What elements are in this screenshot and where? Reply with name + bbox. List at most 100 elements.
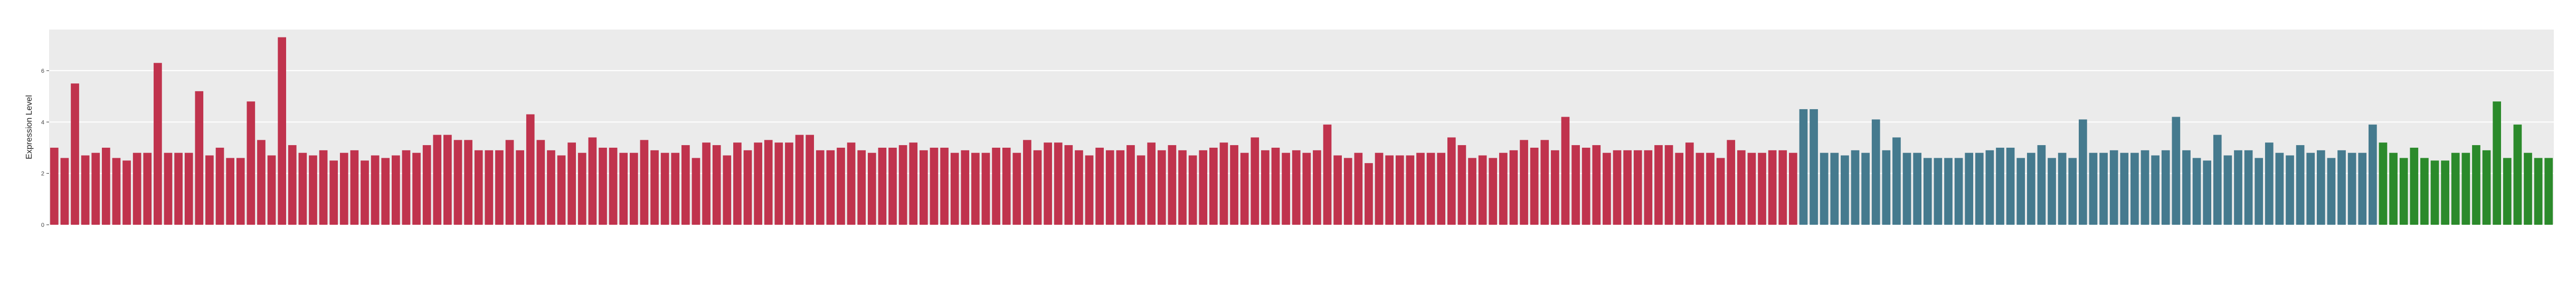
bar <box>1747 152 1756 225</box>
bar <box>1520 140 1528 225</box>
bar <box>474 150 483 225</box>
bar <box>101 147 110 225</box>
bar <box>60 158 69 225</box>
bar <box>112 158 121 225</box>
bar <box>2223 155 2232 225</box>
bar <box>660 152 669 225</box>
bar <box>2244 150 2253 225</box>
bar <box>154 63 162 225</box>
bar <box>764 140 773 225</box>
bar <box>2151 155 2160 225</box>
y-tick-label: 4 <box>41 119 44 126</box>
bar <box>837 147 845 225</box>
bar <box>1168 145 1177 225</box>
bar <box>174 152 183 225</box>
bar <box>795 135 804 225</box>
bar <box>2337 150 2346 225</box>
bar <box>723 155 732 225</box>
bar <box>195 91 204 225</box>
bar <box>1126 145 1135 225</box>
bar <box>1095 147 1104 225</box>
bar <box>1985 150 1994 225</box>
bar <box>298 152 307 225</box>
bar <box>2399 158 2408 225</box>
y-tick-label: 2 <box>41 171 44 177</box>
bar <box>857 150 866 225</box>
bar <box>1302 152 1311 225</box>
bar <box>464 140 472 225</box>
bar <box>1426 152 1435 225</box>
bar <box>1406 155 1415 225</box>
bar <box>1810 109 1818 225</box>
bar <box>361 160 369 225</box>
bar <box>526 114 535 225</box>
bar <box>309 155 317 225</box>
bar <box>1758 152 1766 225</box>
bar <box>2161 150 2170 225</box>
bar <box>888 147 897 225</box>
bar <box>2286 155 2294 225</box>
bar <box>2016 158 2025 225</box>
bar <box>1457 145 1466 225</box>
bar <box>1075 150 1083 225</box>
bar <box>536 140 545 225</box>
bar <box>2420 158 2429 225</box>
bar <box>1851 150 1860 225</box>
bar <box>2451 152 2460 225</box>
bar <box>898 145 907 225</box>
bar <box>1685 142 1694 225</box>
bar <box>2544 158 2553 225</box>
bar <box>453 140 462 225</box>
bar <box>2482 150 2491 225</box>
bar <box>702 142 711 225</box>
bar <box>567 142 576 225</box>
bar <box>2296 145 2305 225</box>
bar <box>1240 152 1249 225</box>
bar <box>2410 147 2419 225</box>
bar <box>81 155 90 225</box>
bar <box>1799 109 1808 225</box>
bar <box>422 145 431 225</box>
y-tick-label: 0 <box>41 222 44 228</box>
bar <box>2369 125 2377 225</box>
bar <box>2265 142 2274 225</box>
bar <box>2172 117 2181 225</box>
bar <box>2026 152 2035 225</box>
bar <box>1892 137 1901 225</box>
bar <box>2275 152 2284 225</box>
bar <box>1343 158 1352 225</box>
bar <box>339 152 348 225</box>
bar <box>1271 147 1280 225</box>
bar <box>2347 152 2356 225</box>
y-tick-label: 6 <box>41 68 44 74</box>
bar <box>754 142 762 225</box>
bar <box>1416 152 1425 225</box>
bar <box>1778 150 1787 225</box>
bar <box>2182 150 2191 225</box>
bar <box>1613 150 1622 225</box>
bar <box>1147 142 1156 225</box>
bar <box>267 155 276 225</box>
bar <box>1820 152 1829 225</box>
bar <box>1282 152 1290 225</box>
bar <box>557 155 566 225</box>
bar <box>2379 142 2388 225</box>
bar <box>2037 145 2046 225</box>
bar <box>599 147 607 225</box>
bar <box>381 158 390 225</box>
bar <box>2213 135 2222 225</box>
bar <box>733 142 742 225</box>
bar <box>1137 155 1145 225</box>
bar <box>1012 152 1021 225</box>
bar <box>971 152 980 225</box>
bar <box>1561 117 1570 225</box>
bar <box>1054 142 1063 225</box>
bar <box>1447 137 1456 225</box>
bar <box>1737 150 1746 225</box>
bar <box>329 160 338 225</box>
bar <box>1871 119 1880 225</box>
bar <box>2358 152 2367 225</box>
bar <box>1354 152 1363 225</box>
bar <box>919 150 928 225</box>
bar <box>1385 155 1394 225</box>
